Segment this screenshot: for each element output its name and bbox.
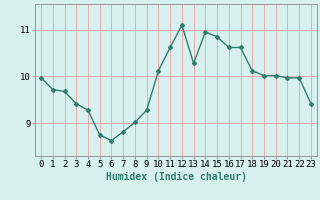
X-axis label: Humidex (Indice chaleur): Humidex (Indice chaleur)	[106, 172, 246, 182]
